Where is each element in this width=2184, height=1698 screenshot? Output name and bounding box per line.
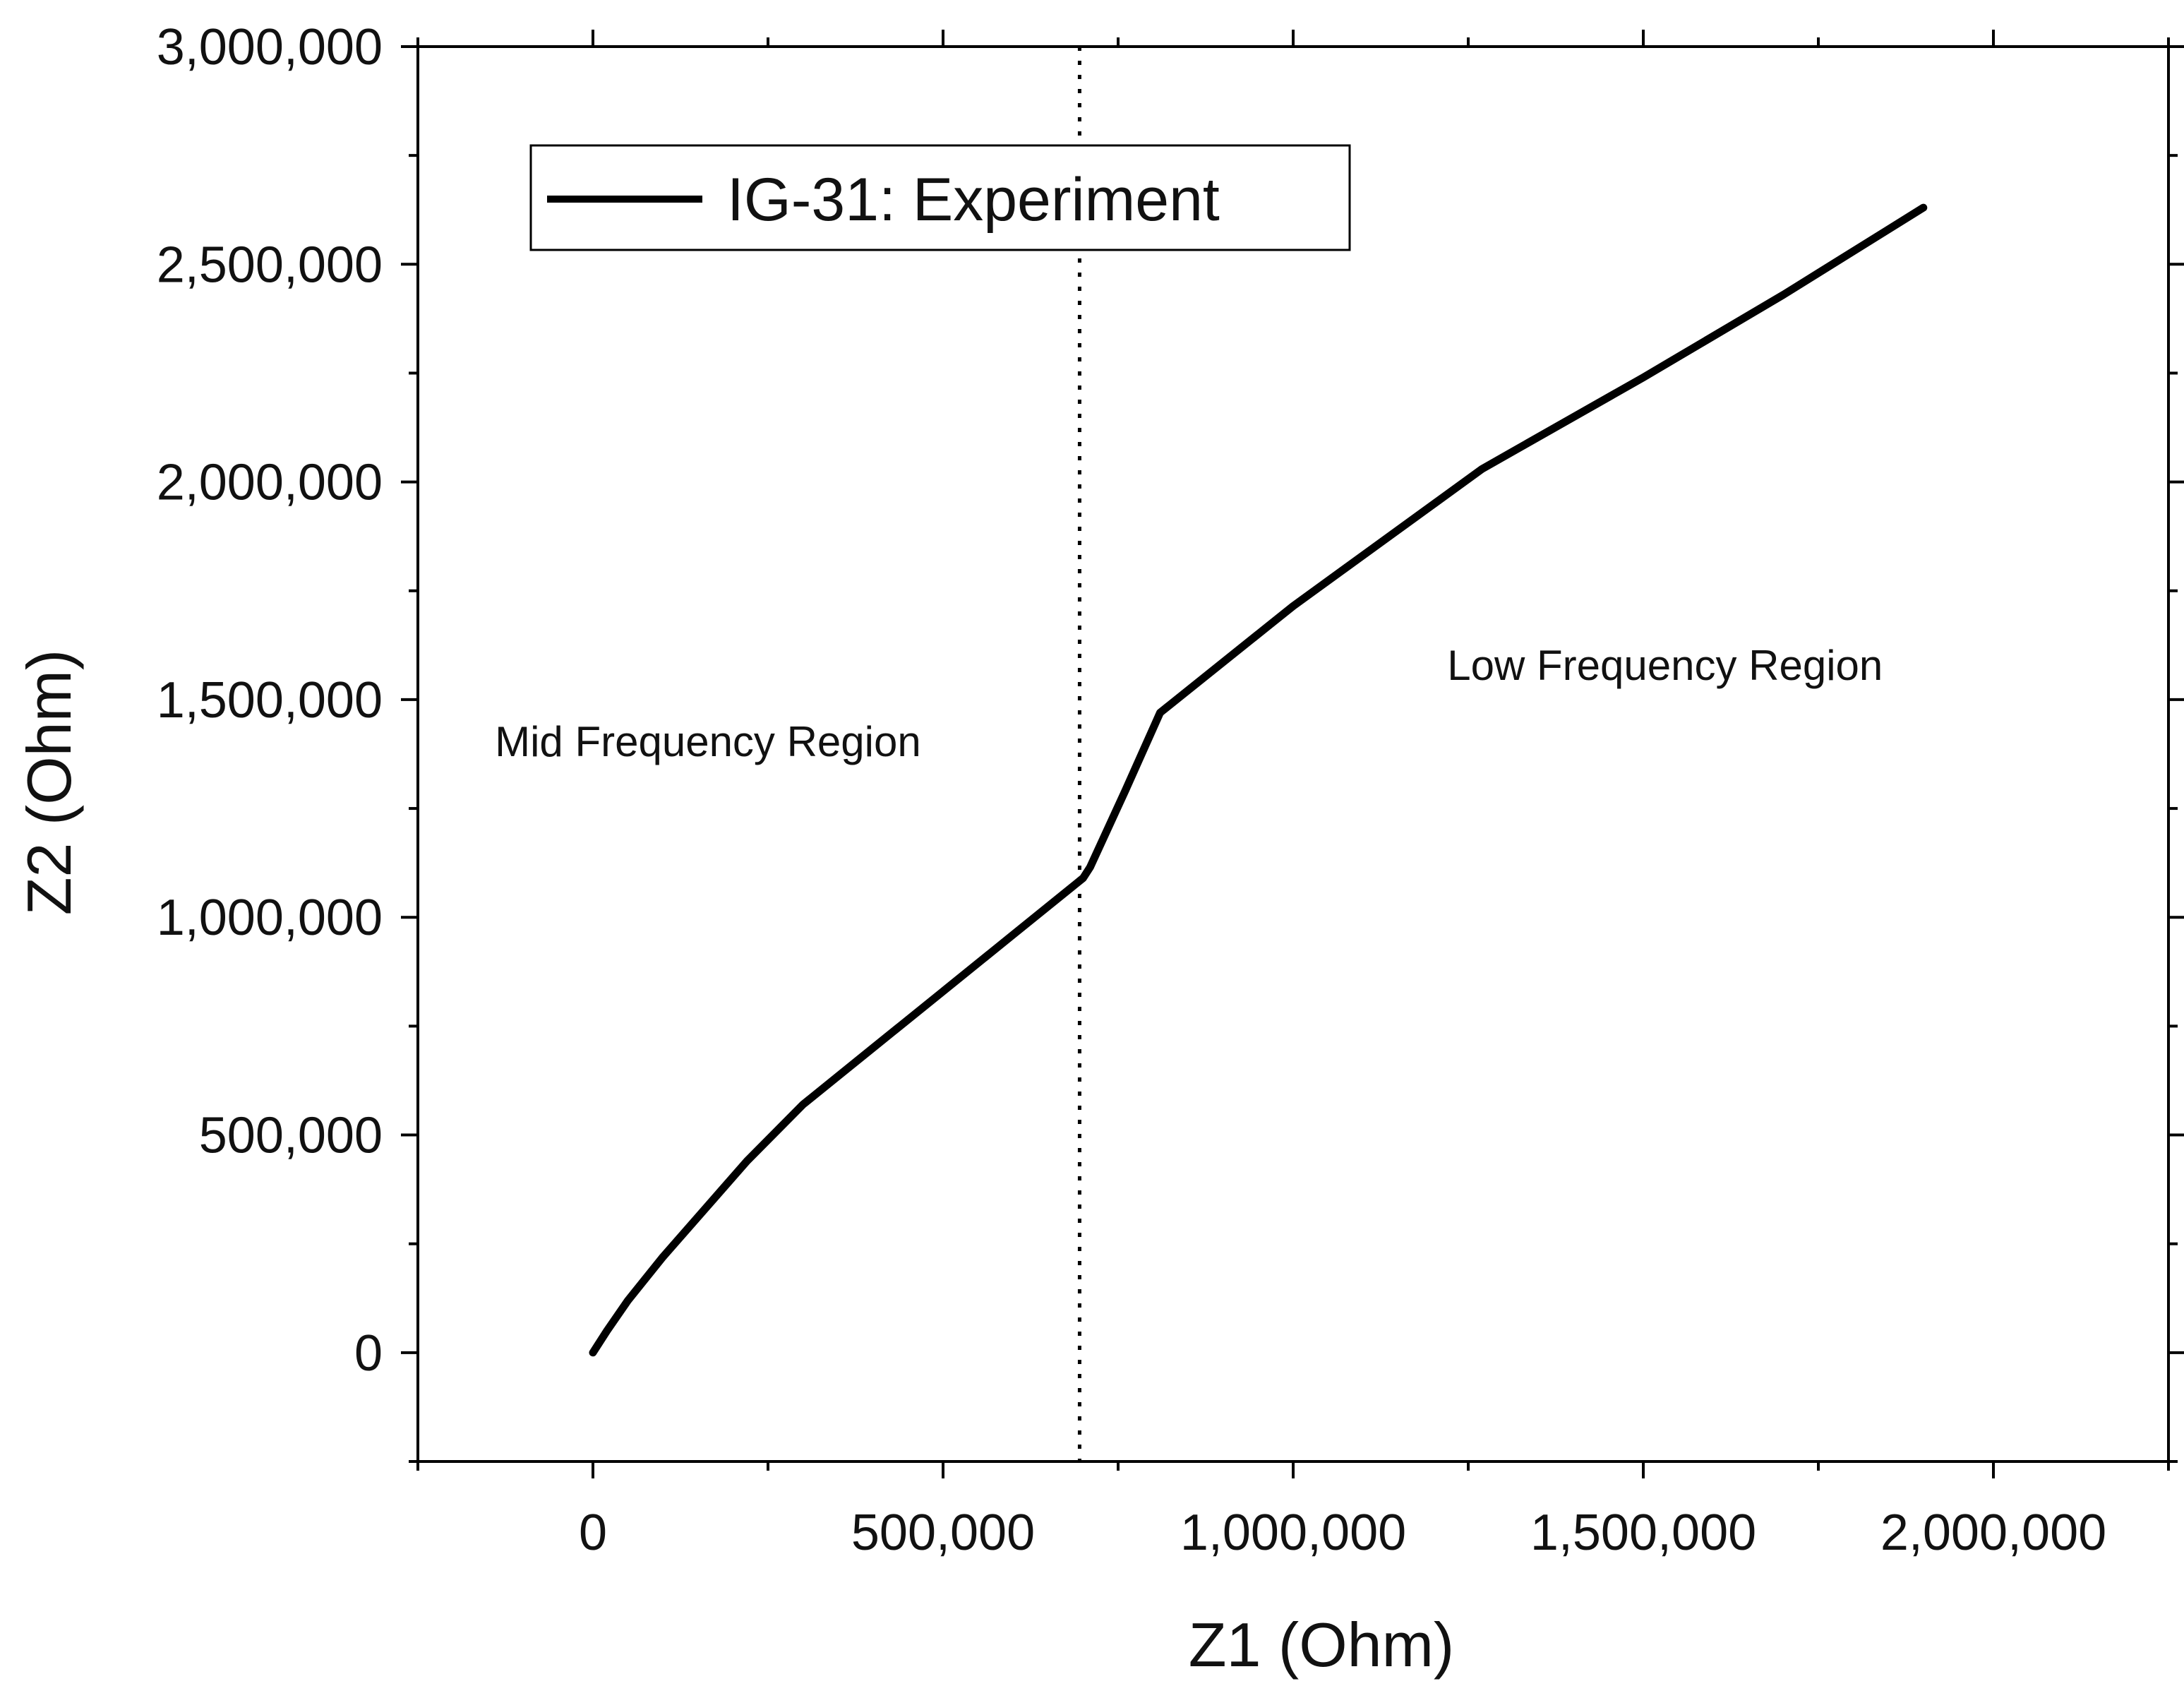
annotation-mid-frequency: Mid Frequency Region	[495, 718, 921, 765]
y-tick-label: 2,500,000	[157, 237, 383, 293]
legend: IG-31: Experiment	[529, 144, 1351, 251]
x-tick-label: 1,000,000	[1180, 1505, 1406, 1561]
y-tick-label: 1,500,000	[157, 672, 383, 729]
legend-label-ig-31: IG-31: Experiment	[727, 166, 1220, 234]
x-tick-label: 0	[579, 1505, 607, 1561]
annotation-low-frequency: Low Frequency Region	[1447, 642, 1883, 689]
y-axis-title: Z2 (Ohm)	[14, 650, 84, 915]
y-tick-label: 2,000,000	[157, 455, 383, 511]
y-tick-label: 1,000,000	[157, 890, 383, 946]
x-tick-label: 500,000	[851, 1505, 1035, 1561]
y-tick-label: 0	[354, 1325, 383, 1382]
y-tick-label: 500,000	[199, 1108, 383, 1164]
y-tick-label: 3,000,000	[157, 19, 383, 76]
plot-frame	[416, 45, 2170, 1463]
x-axis-title: Z1 (Ohm)	[1189, 1610, 1454, 1680]
x-tick-label: 2,000,000	[1880, 1505, 2106, 1561]
series-line-ig-31	[589, 203, 1928, 1357]
x-tick-label: 1,500,000	[1530, 1505, 1756, 1561]
